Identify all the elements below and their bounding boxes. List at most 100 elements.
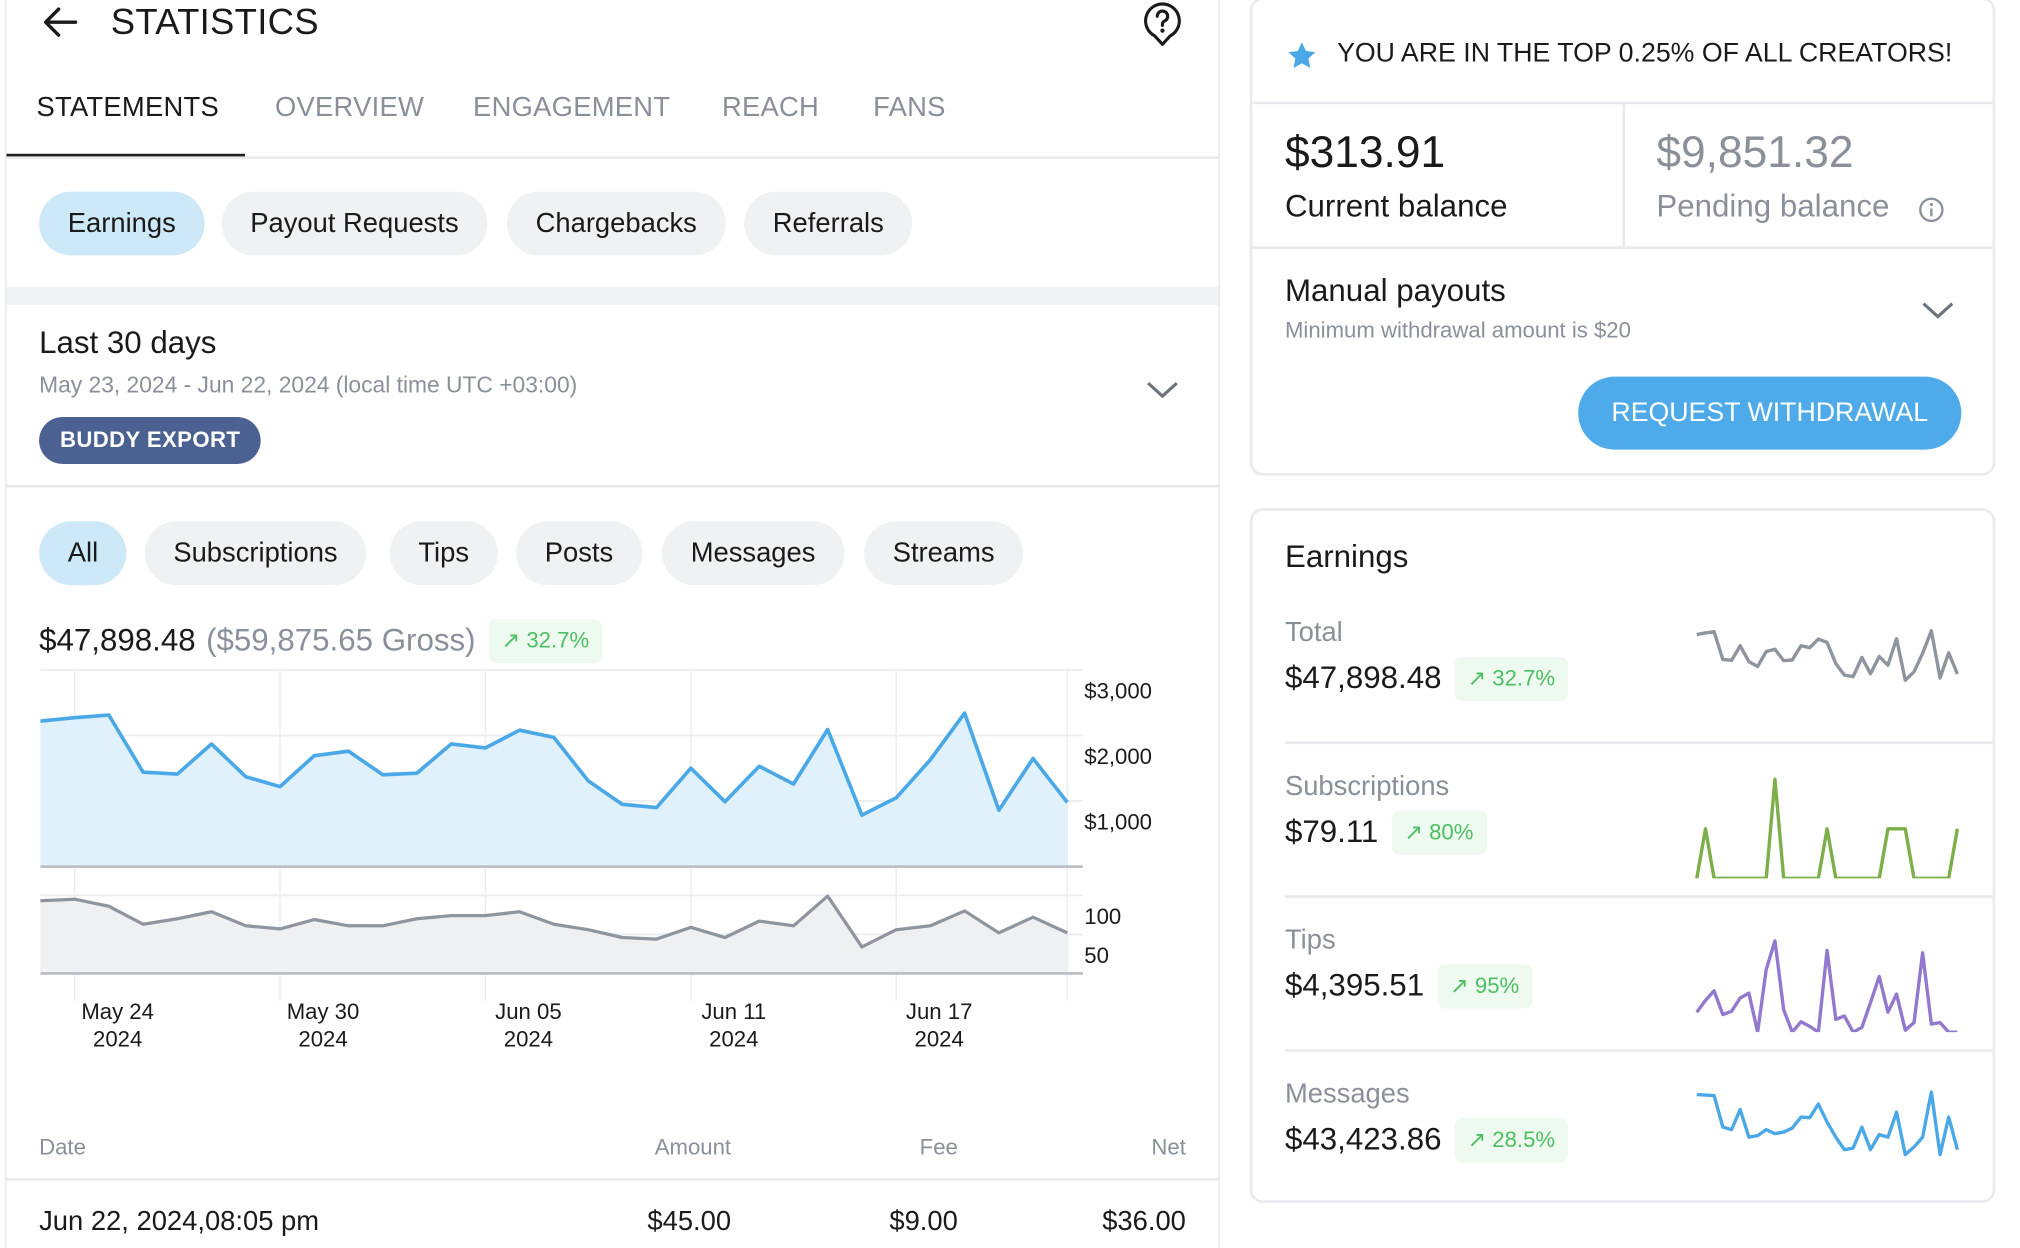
change-value: 80% xyxy=(1429,819,1474,845)
y-tick-label: 100 xyxy=(1084,904,1121,929)
balance-card: YOU ARE IN THE TOP 0.25% OF ALL CREATORS… xyxy=(1249,0,1996,476)
col-amount: Amount xyxy=(654,1135,732,1160)
count-line xyxy=(40,894,1068,949)
type-payout-requests[interactable]: Payout Requests xyxy=(221,191,488,256)
period-dropdown[interactable] xyxy=(1144,378,1180,408)
y-tick-label: $3,000 xyxy=(1084,679,1152,704)
x-tick-year: 2024 xyxy=(93,1026,142,1051)
chevron-down-icon[interactable] xyxy=(1920,298,1956,321)
change-badge: ↗ 32.7% xyxy=(488,619,603,664)
period-title: Last 30 days xyxy=(39,325,217,361)
tab-overview[interactable]: OVERVIEW xyxy=(274,92,425,123)
earnings-title: Earnings xyxy=(1284,539,1409,575)
sparkline-messages xyxy=(1696,1090,1960,1157)
trend-up-icon: ↗ xyxy=(1450,973,1475,999)
trend-up-icon: ↗ xyxy=(1404,819,1430,845)
divider xyxy=(6,156,1219,159)
manual-payouts-title: Manual payouts xyxy=(1284,273,1506,309)
change-value: 32.7% xyxy=(526,628,590,653)
arrow-left-icon xyxy=(43,7,78,37)
net-total: $47,898.48 xyxy=(39,622,196,659)
earnings-row-value-group: $79.11 ↗ 80% xyxy=(1285,810,1487,855)
sparkline-line xyxy=(1695,939,1958,1033)
earnings-row-label: Tips xyxy=(1284,925,1336,956)
request-withdrawal-button[interactable]: REQUEST WITHDRAWAL xyxy=(1578,376,1962,450)
trend-up-icon: ↗ xyxy=(1467,665,1493,691)
manual-payouts-subtitle: Minimum withdrawal amount is $20 xyxy=(1284,317,1631,343)
sparkline-total xyxy=(1696,629,1959,682)
sparkline-line xyxy=(1695,777,1960,879)
page-title: STATISTICS xyxy=(110,1,319,42)
help-bubble-icon xyxy=(1144,2,1181,46)
type-earnings[interactable]: Earnings xyxy=(39,191,205,256)
filter-posts[interactable]: Posts xyxy=(516,521,642,586)
current-balance-value: $313.91 xyxy=(1284,127,1446,178)
row-amount: $45.00 xyxy=(647,1206,732,1237)
chevron-down-icon xyxy=(1147,381,1178,399)
type-referrals[interactable]: Referrals xyxy=(744,191,913,256)
x-tick-year: 2024 xyxy=(915,1026,964,1051)
earnings-row-value: $43,423.86 xyxy=(1284,1122,1442,1158)
row-fee: $9.00 xyxy=(889,1206,958,1237)
trend-up-icon: ↗ xyxy=(1467,1127,1493,1153)
x-tick-label: Jun 11 xyxy=(701,999,766,1024)
earnings-row-subscriptions[interactable]: Subscriptions $79.11 ↗ 80% xyxy=(1252,756,1993,910)
x-tick-label: May 30 xyxy=(287,999,360,1024)
divider xyxy=(1622,104,1626,248)
change-value: 95% xyxy=(1474,973,1520,999)
earnings-row-messages[interactable]: Messages $43,423.86 ↗ 28.5% xyxy=(1252,1063,1992,1217)
sparkline-line xyxy=(1696,1090,1960,1157)
filter-streams[interactable]: Streams xyxy=(864,521,1024,586)
earnings-summary: $47,898.48 ($59,875.65 Gross) ↗ 32.7% xyxy=(39,619,603,664)
earnings-row-total[interactable]: Total $47,898.48 ↗ 32.7% xyxy=(1252,602,1993,756)
row-date: Jun 22, 2024,08:05 pm xyxy=(39,1206,320,1237)
x-tick-label: Jun 05 xyxy=(495,999,561,1024)
earnings-card: Earnings Total $47,898.48 ↗ 32.7% Subscr… xyxy=(1249,508,1996,1203)
divider xyxy=(6,1178,1219,1181)
col-date: Date xyxy=(39,1135,86,1160)
type-chargebacks[interactable]: Chargebacks xyxy=(506,191,726,256)
earnings-row-tips[interactable]: Tips $4,395.51 ↗ 95% xyxy=(1252,910,1993,1064)
y-tick-label: $2,000 xyxy=(1084,744,1152,769)
earnings-row-value-group: $4,395.51 ↗ 95% xyxy=(1285,964,1533,1009)
sparkline-subscriptions xyxy=(1695,777,1960,879)
filter-subscriptions[interactable]: Subscriptions xyxy=(144,521,367,586)
back-button[interactable] xyxy=(40,3,79,49)
period-range: May 23, 2024 - Jun 22, 2024 (local time … xyxy=(39,371,578,398)
divider xyxy=(1284,895,1993,898)
change-badge: ↗ 28.5% xyxy=(1454,1118,1569,1163)
change-value: 28.5% xyxy=(1492,1127,1556,1153)
tab-reach[interactable]: REACH xyxy=(721,92,820,123)
pending-balance-value: $9,851.32 xyxy=(1656,127,1854,178)
sparkline-tips xyxy=(1695,939,1958,1033)
current-balance-label: Current balance xyxy=(1284,188,1508,225)
help-button[interactable] xyxy=(1140,0,1184,53)
pending-balance-label: Pending balance xyxy=(1656,188,1890,225)
x-tick-year: 2024 xyxy=(504,1026,553,1051)
filter-all[interactable]: All xyxy=(39,521,127,586)
buddy-export-button[interactable]: BUDDY EXPORT xyxy=(39,417,262,464)
earnings-row-value: $47,898.48 xyxy=(1284,660,1442,696)
earnings-row-value-group: $43,423.86 ↗ 28.5% xyxy=(1284,1118,1569,1163)
y-tick-label: $1,000 xyxy=(1084,810,1152,835)
info-icon[interactable] xyxy=(1917,195,1946,224)
earnings-row-label: Messages xyxy=(1284,1079,1410,1110)
tab-engagement[interactable]: ENGAGEMENT xyxy=(473,92,671,123)
tab-fans[interactable]: FANS xyxy=(873,92,946,123)
row-net: $36.00 xyxy=(1102,1206,1186,1237)
tab-statements[interactable]: STATEMENTS xyxy=(36,92,220,123)
change-badge: ↗ 95% xyxy=(1437,964,1533,1009)
earnings-line xyxy=(40,711,1069,817)
divider xyxy=(1284,1049,1993,1052)
divider xyxy=(6,484,1219,488)
active-tab-indicator xyxy=(6,153,246,158)
filter-messages[interactable]: Messages xyxy=(662,521,845,586)
earnings-row-label: Subscriptions xyxy=(1284,771,1450,802)
divider xyxy=(1252,101,1993,105)
filter-tips[interactable]: Tips xyxy=(389,521,498,586)
trend-up-icon: ↗ xyxy=(501,628,527,653)
change-badge: ↗ 80% xyxy=(1391,810,1487,855)
sparkline-line xyxy=(1696,629,1959,682)
col-net: Net xyxy=(1151,1135,1186,1160)
